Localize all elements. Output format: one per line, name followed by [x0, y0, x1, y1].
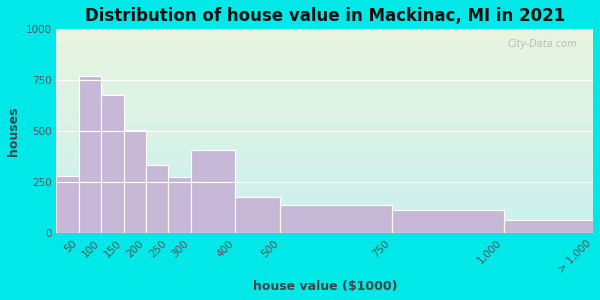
Bar [503, 220, 593, 233]
Y-axis label: houses: houses [7, 106, 20, 156]
Bar [101, 94, 124, 233]
Bar [79, 76, 101, 233]
Bar [191, 150, 235, 233]
X-axis label: house value ($1000): house value ($1000) [253, 280, 397, 293]
Bar [392, 210, 503, 233]
Bar [124, 130, 146, 233]
Bar [280, 205, 392, 233]
Bar [235, 196, 280, 233]
Title: Distribution of house value in Mackinac, MI in 2021: Distribution of house value in Mackinac,… [85, 7, 565, 25]
Bar [168, 177, 191, 233]
Text: City-Data.com: City-Data.com [508, 40, 577, 50]
Bar [56, 176, 79, 233]
Bar [146, 165, 168, 233]
